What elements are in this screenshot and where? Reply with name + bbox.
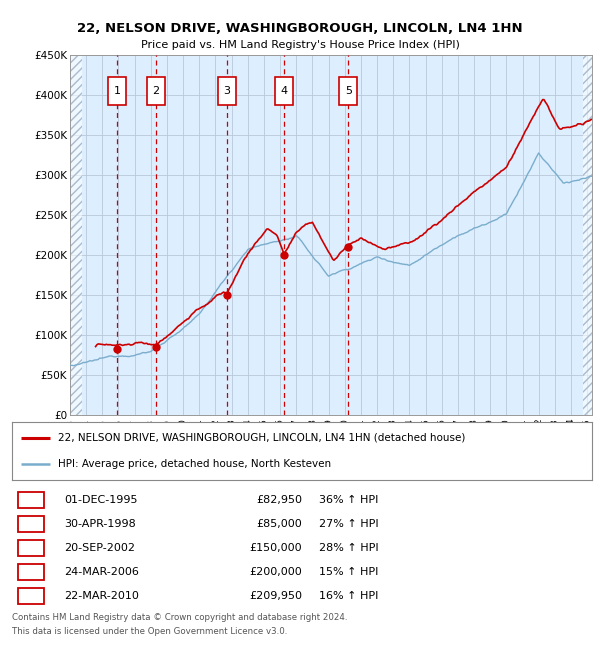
FancyBboxPatch shape — [18, 516, 44, 532]
FancyBboxPatch shape — [18, 540, 44, 556]
Bar — [109, 77, 126, 105]
FancyBboxPatch shape — [18, 564, 44, 580]
Text: 22, NELSON DRIVE, WASHINGBOROUGH, LINCOLN, LN4 1HN (detached house): 22, NELSON DRIVE, WASHINGBOROUGH, LINCOL… — [58, 433, 466, 443]
Text: 4: 4 — [27, 567, 34, 577]
Bar — [583, 55, 592, 415]
Text: 15% ↑ HPI: 15% ↑ HPI — [319, 567, 379, 577]
Text: 5: 5 — [345, 86, 352, 96]
Text: 1: 1 — [28, 495, 34, 505]
Bar — [218, 77, 236, 105]
Text: 4: 4 — [280, 86, 287, 96]
Text: 1: 1 — [113, 86, 121, 96]
Bar — [70, 55, 82, 415]
Text: 5: 5 — [28, 591, 34, 601]
FancyBboxPatch shape — [18, 492, 44, 508]
Text: HPI: Average price, detached house, North Kesteven: HPI: Average price, detached house, Nort… — [58, 460, 332, 469]
Bar — [583, 55, 592, 415]
Text: £85,000: £85,000 — [256, 519, 302, 529]
Text: 16% ↑ HPI: 16% ↑ HPI — [319, 591, 379, 601]
Text: 3: 3 — [28, 543, 34, 553]
Text: 30-APR-1998: 30-APR-1998 — [64, 519, 136, 529]
Text: 2: 2 — [27, 519, 34, 529]
Text: 3: 3 — [224, 86, 230, 96]
Text: 24-MAR-2006: 24-MAR-2006 — [64, 567, 139, 577]
Text: £200,000: £200,000 — [249, 567, 302, 577]
Bar — [275, 77, 293, 105]
Text: Contains HM Land Registry data © Crown copyright and database right 2024.: Contains HM Land Registry data © Crown c… — [12, 613, 347, 622]
Text: Price paid vs. HM Land Registry's House Price Index (HPI): Price paid vs. HM Land Registry's House … — [140, 40, 460, 50]
Text: 27% ↑ HPI: 27% ↑ HPI — [319, 519, 379, 529]
Text: 36% ↑ HPI: 36% ↑ HPI — [319, 495, 379, 505]
Text: 2: 2 — [152, 86, 160, 96]
Text: £209,950: £209,950 — [249, 591, 302, 601]
Text: £150,000: £150,000 — [250, 543, 302, 553]
Text: 01-DEC-1995: 01-DEC-1995 — [64, 495, 138, 505]
Text: 28% ↑ HPI: 28% ↑ HPI — [319, 543, 379, 553]
Bar — [340, 77, 357, 105]
Text: 22-MAR-2010: 22-MAR-2010 — [64, 591, 139, 601]
Text: 20-SEP-2002: 20-SEP-2002 — [64, 543, 135, 553]
Text: £82,950: £82,950 — [256, 495, 302, 505]
FancyBboxPatch shape — [18, 588, 44, 604]
Bar — [147, 77, 165, 105]
Bar — [70, 55, 82, 415]
Text: 22, NELSON DRIVE, WASHINGBOROUGH, LINCOLN, LN4 1HN: 22, NELSON DRIVE, WASHINGBOROUGH, LINCOL… — [77, 22, 523, 35]
Text: This data is licensed under the Open Government Licence v3.0.: This data is licensed under the Open Gov… — [12, 627, 287, 636]
